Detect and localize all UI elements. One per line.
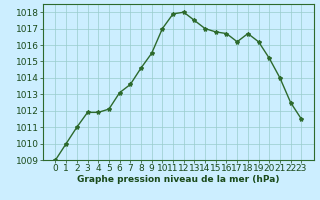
X-axis label: Graphe pression niveau de la mer (hPa): Graphe pression niveau de la mer (hPa)	[77, 175, 280, 184]
